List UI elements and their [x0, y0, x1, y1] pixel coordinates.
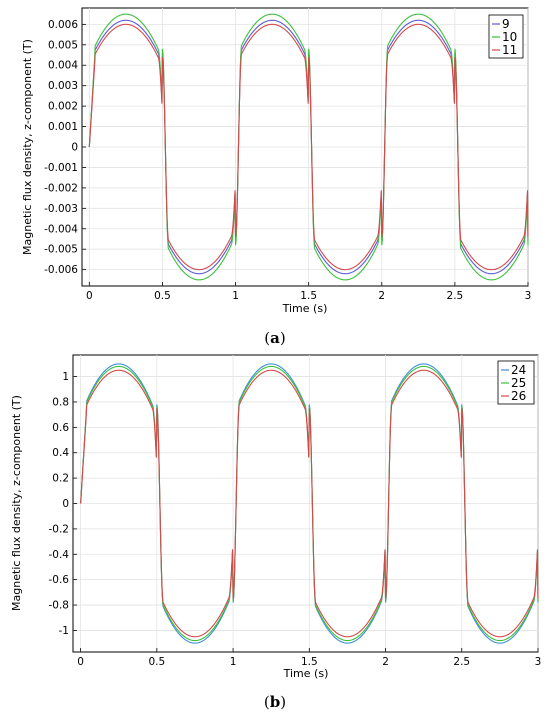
x-tick-label: 0	[77, 656, 84, 668]
y-tick-label: 0.005	[48, 39, 78, 51]
y-tick-label: 1	[62, 371, 69, 383]
y-tick-label: -1	[59, 625, 69, 637]
y-tick-label: 0	[71, 142, 78, 154]
x-tick-label: 1	[232, 290, 239, 302]
y-tick-label: 0.002	[48, 101, 78, 113]
x-tick-label: 0.5	[154, 290, 171, 302]
y-tick-label: -0.2	[49, 523, 70, 535]
legend-label-24: 24	[511, 363, 526, 377]
y-tick-label: 0	[62, 498, 69, 510]
x-tick-label: 3	[525, 290, 532, 302]
legend-label-10: 10	[502, 30, 517, 44]
x-tick-label: 2	[378, 290, 385, 302]
y-tick-label: 0.2	[52, 473, 69, 485]
y-tick-label: -0.003	[44, 203, 78, 215]
x-axis-label-b: Time (s)	[283, 667, 329, 680]
x-tick-label: 1.5	[300, 290, 317, 302]
y-tick-label: -0.001	[44, 162, 78, 174]
series-lines-a	[88, 13, 529, 281]
x-tick-label: 3	[535, 656, 542, 668]
y-tick-label: -0.006	[44, 264, 78, 276]
series-line-26	[80, 369, 539, 638]
y-tick-label: -0.002	[44, 182, 78, 194]
caption-b: (b)	[264, 693, 286, 711]
y-tick-label: 0.004	[48, 60, 78, 72]
legend-label-11: 11	[502, 43, 517, 57]
legend-label-25: 25	[511, 376, 526, 390]
y-ticks-a: 0.006 0.005 0.004 0.003 0.002 0.001 0 -0.001 -0.…	[44, 19, 86, 276]
panel-a: 0.006 0.005 0.004 0.003 0.002 0.001 0 -0.001 -0.…	[21, 7, 531, 347]
y-tick-label: 0.001	[48, 121, 78, 133]
x-tick-label: 1.5	[301, 656, 318, 668]
y-tick-label: -0.004	[44, 223, 78, 235]
y-tick-label: 0.006	[48, 19, 78, 31]
y-tick-label: 0.003	[48, 80, 78, 92]
x-tick-label: 0.5	[149, 656, 166, 668]
x-ticks-a: 0 0.5 1 1.5 2 2.5 3	[86, 282, 531, 302]
y-tick-label: -0.005	[44, 244, 78, 256]
y-tick-label: -0.6	[49, 574, 70, 586]
series-line-24	[80, 363, 539, 644]
legend-label-9: 9	[502, 17, 510, 31]
x-axis-label-a: Time (s)	[282, 302, 328, 315]
y-tick-label: 0.8	[52, 396, 69, 408]
x-tick-label: 0	[86, 290, 93, 302]
x-tick-label: 2.5	[453, 656, 470, 668]
y-tick-label: 0.6	[52, 422, 69, 434]
y-tick-label: -0.8	[49, 600, 70, 612]
x-tick-label: 2	[382, 656, 389, 668]
y-tick-label: -0.4	[49, 549, 70, 561]
y-axis-label-a: Magnetic flux density, z-component (T)	[21, 39, 34, 255]
series-line-11	[88, 23, 529, 271]
legend-label-26: 26	[511, 389, 526, 403]
y-ticks-b: 1 0.8 0.6 0.4 0.2 0 -0.2 -0.4 -0.6 -0.8 -1	[49, 371, 77, 637]
y-axis-label-b: Magnetic flux density, z-component (T)	[10, 395, 23, 611]
y-tick-label: 0.4	[52, 447, 69, 459]
panel-b: 1 0.8 0.6 0.4 0.2 0 -0.2 -0.4 -0.6 -0.8 -1 0 0.5 1 1.…	[10, 354, 541, 711]
x-tick-label: 1	[230, 656, 237, 668]
series-line-25	[80, 365, 539, 642]
caption-a: (a)	[264, 329, 285, 347]
series-line-10	[88, 13, 529, 281]
x-tick-label: 2.5	[447, 290, 464, 302]
series-lines-b	[80, 363, 539, 644]
grid-a	[82, 8, 529, 286]
x-ticks-b: 0 0.5 1 1.5 2 2.5 3	[77, 648, 541, 668]
